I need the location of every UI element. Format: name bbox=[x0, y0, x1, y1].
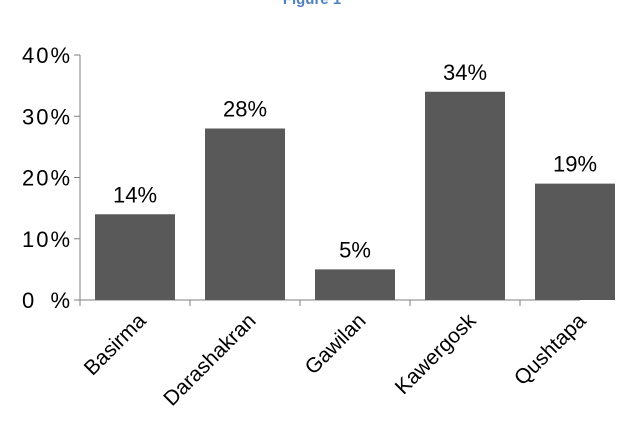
category-label: Kawergosk bbox=[391, 309, 481, 399]
x-axis bbox=[79, 299, 580, 306]
bar bbox=[95, 214, 175, 300]
bars bbox=[95, 91, 615, 300]
y-axis: 0% 10% 20% 30% 40% bbox=[22, 43, 81, 313]
category-label: Darashakran bbox=[159, 309, 260, 410]
figure-title: Figure 1 bbox=[272, 0, 352, 9]
bar bbox=[535, 183, 615, 300]
data-label: 28% bbox=[223, 97, 267, 122]
data-label: 19% bbox=[553, 152, 597, 177]
y-tick-label: 40% bbox=[22, 43, 70, 68]
category-label: Basirma bbox=[80, 309, 151, 380]
y-tick-label: 20% bbox=[22, 166, 70, 191]
bar bbox=[315, 269, 395, 300]
bar bbox=[205, 128, 285, 300]
data-label: 14% bbox=[113, 182, 157, 207]
y-tick-label: 30% bbox=[22, 104, 70, 129]
category-label: Qushtapa bbox=[510, 309, 591, 390]
y-tick-label: 0% bbox=[22, 288, 70, 313]
category-labels: Basirma Darashakran Gawilan Kawergosk Qushta… bbox=[80, 309, 591, 411]
data-labels: 14% 28% 5% 34% 19% bbox=[113, 60, 597, 263]
y-tick-label: 10% bbox=[22, 227, 70, 252]
data-label: 5% bbox=[339, 237, 371, 262]
bar bbox=[425, 91, 505, 300]
category-label: Gawilan bbox=[301, 309, 371, 379]
data-label: 34% bbox=[443, 60, 487, 85]
